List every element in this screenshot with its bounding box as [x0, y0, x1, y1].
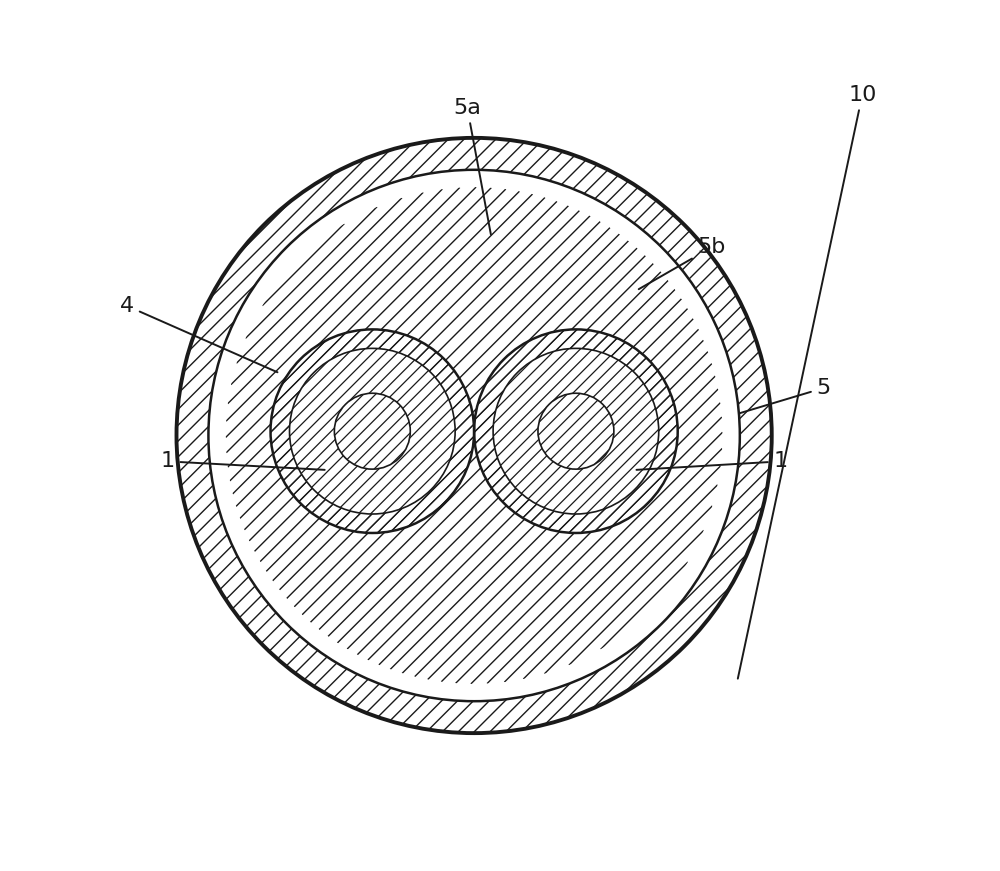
Circle shape	[334, 393, 410, 469]
Circle shape	[271, 329, 474, 533]
Circle shape	[474, 329, 678, 533]
Circle shape	[493, 348, 659, 514]
Circle shape	[208, 170, 740, 701]
Text: 4: 4	[120, 296, 277, 372]
Circle shape	[290, 348, 455, 514]
Circle shape	[176, 138, 772, 733]
Text: 10: 10	[738, 84, 877, 679]
Text: 5: 5	[740, 378, 831, 413]
Text: 1: 1	[161, 451, 325, 471]
Circle shape	[538, 393, 614, 469]
Circle shape	[493, 348, 659, 514]
Circle shape	[290, 348, 455, 514]
Text: 1: 1	[636, 451, 787, 471]
Text: 5b: 5b	[639, 238, 726, 289]
Text: 5a: 5a	[453, 98, 491, 234]
